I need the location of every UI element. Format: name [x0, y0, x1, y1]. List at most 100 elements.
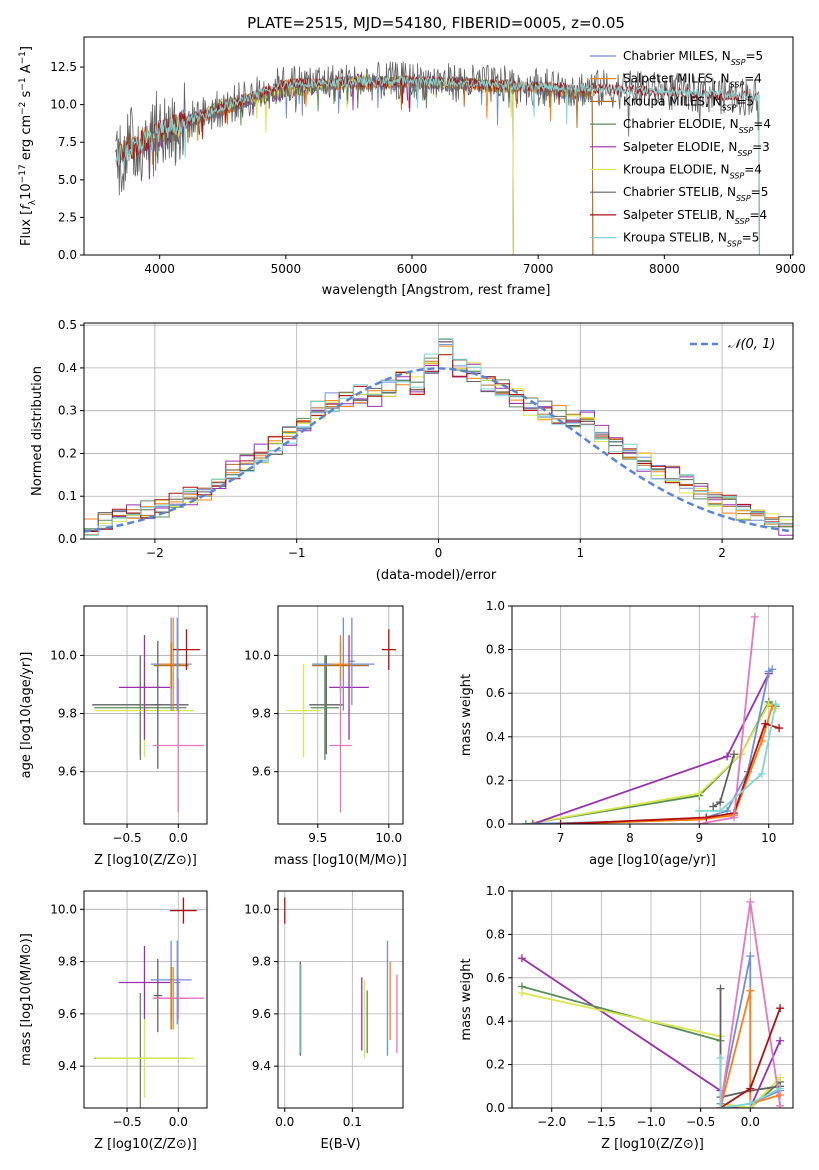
xtick-label: −1.0 [636, 1115, 665, 1129]
spectrum-series-1 [116, 74, 594, 255]
ytick-label: 0.8 [486, 927, 505, 941]
weight-line-7 [699, 703, 777, 812]
spectrum-series-2 [116, 75, 594, 255]
spectrum-xtick-label: 8000 [649, 262, 680, 276]
panel-data [284, 897, 398, 1059]
xtick-label: 10 [761, 831, 776, 845]
axes-frame [511, 605, 794, 825]
panel-2: −0.5 0.0 9.6 9.8 10.0 Z [log10(Z/Z⊙)] age [log… [19, 605, 208, 868]
spectrum-panel: PLATE=2515, MJD=54180, FIBERID=0005, z=0… [18, 14, 806, 298]
spectrum-xlabel: wavelength [Angstrom, rest frame] [322, 283, 551, 298]
weight-marker [730, 813, 739, 822]
xtick-label: 9.5 [308, 831, 327, 845]
xtick-label: 10.0 [375, 831, 402, 845]
spectrum-ytick-label: 12.5 [50, 60, 77, 74]
weight-marker [761, 719, 770, 728]
normal-curve [84, 367, 793, 533]
spectrum-ticks: 4000 5000 6000 7000 8000 9000 0.0 2.5 5.0 7.5 10.0… [50, 60, 805, 276]
legend-normal-label: 𝒩(0, 1) [728, 337, 775, 352]
xtick-label: 0.0 [169, 831, 188, 845]
weight-marker [702, 813, 711, 822]
weight-marker [776, 1101, 785, 1108]
ytick-label: 9.4 [252, 1059, 271, 1073]
legend-label: Kroupa MILES, NSSP=5 [623, 94, 754, 112]
histogram-xtick-label: 1 [576, 546, 584, 560]
legend-label: Salpeter STELIB, NSSP=4 [623, 208, 767, 226]
histogram-xtick-label: 2 [718, 546, 726, 560]
weight-line-4 [560, 706, 774, 824]
legend-label: Kroupa ELODIE, NSSP=4 [623, 163, 762, 181]
spectrum-ytick-label: 5.0 [58, 173, 77, 187]
panel-data [517, 897, 785, 1108]
weight-marker [776, 1073, 785, 1082]
weight-line-3 [719, 988, 781, 1099]
histogram-xtick-label: −1 [288, 546, 306, 560]
xtick-label: −0.5 [112, 831, 141, 845]
panel-data [286, 617, 396, 813]
ytick-label: 9.8 [58, 955, 77, 969]
histogram-xtick-label: −2 [146, 546, 164, 560]
histogram-ytick-label: 0.2 [58, 446, 77, 460]
ytick-label: 9.6 [58, 765, 77, 779]
histogram-ytick-label: 0.4 [58, 361, 77, 375]
ytick-label: 0.8 [486, 643, 505, 657]
weight-marker [517, 988, 526, 997]
ytick-label: 9.8 [252, 955, 271, 969]
ylabel: mass weight [459, 958, 474, 1040]
spectrum-series-4 [146, 73, 514, 255]
ytick-label: 10.0 [50, 648, 77, 662]
xtick-label: 9 [696, 831, 704, 845]
spectrum-axes-frame [83, 36, 794, 256]
ytick-label: 0.6 [486, 686, 505, 700]
weight-line-5 [719, 990, 781, 1108]
xtick-label: 0.1 [343, 1115, 362, 1129]
weight-marker [716, 984, 725, 993]
spectrum-legend: Chabrier MILES, NSSP=5 Salpeter MILES, NS… [590, 49, 771, 248]
weight-marker [746, 1084, 755, 1093]
axes-frame [511, 890, 794, 1109]
xtick-label: 0.0 [275, 1115, 294, 1129]
ytick-label: 9.8 [58, 707, 77, 721]
weight-marker [775, 724, 784, 733]
weight-marker [776, 1004, 785, 1013]
spectrum-series-5 [146, 73, 514, 255]
panel-4: 7 8 9 10 0.0 0.2 0.4 0.6 0.8 1.0 age [log10(age/yr… [459, 599, 794, 868]
weight-marker [528, 820, 537, 824]
panel-data [521, 612, 784, 824]
ytick-label: 9.6 [252, 765, 271, 779]
weight-marker [521, 820, 530, 824]
panel-data [94, 897, 204, 1108]
weight-marker [716, 1104, 725, 1108]
weight-marker [695, 789, 704, 798]
weight-line-6 [699, 616, 756, 824]
parameter-panels: −0.5 0.0 9.6 9.8 10.0 Z [log10(Z/Z⊙)] age [log… [19, 599, 794, 1152]
ytick-label: 0.0 [486, 1101, 505, 1115]
weight-marker [768, 665, 777, 674]
axes-frame [83, 605, 208, 825]
spectrum-series-7 [115, 75, 760, 255]
spectrum-xtick-label: 7000 [523, 262, 554, 276]
weight-marker [776, 1036, 785, 1045]
spectrum-xtick-label: 6000 [397, 262, 428, 276]
weight-marker [517, 954, 526, 963]
xtick-label: −2.0 [537, 1115, 566, 1129]
weight-marker [776, 1084, 785, 1093]
ytick-label: 10.0 [50, 902, 77, 916]
ytick-label: 0.4 [486, 730, 505, 744]
panel-5: −0.5 0.0 9.4 9.6 9.8 10.0 Z [log10(Z/Z⊙)] mass … [19, 890, 208, 1152]
spectrum-ylabel: Flux [fλ10−17 erg cm−2 s−1 A−1] [18, 46, 38, 246]
histogram-ytick-label: 0.3 [58, 404, 77, 418]
xlabel: Z [log10(Z/Z⊙)] [601, 1137, 704, 1152]
weight-marker [750, 612, 759, 621]
legend-label: Chabrier STELIB, NSSP=5 [623, 185, 768, 203]
residual-histogram-panel: −2 −1 0 1 2 0.0 0.1 0.2 0.3 0.4 0.5 (data-model)/e… [30, 318, 794, 583]
panel-data [92, 617, 204, 813]
ytick-label: 0.2 [486, 1058, 505, 1072]
weight-marker [757, 769, 766, 778]
weight-marker [746, 986, 755, 995]
spectrum-series-3 [146, 74, 514, 255]
axes-frame [277, 890, 404, 1109]
spectrum-xtick-label: 9000 [775, 262, 806, 276]
ytick-label: 0.2 [486, 773, 505, 787]
ytick-label: 9.8 [252, 707, 271, 721]
